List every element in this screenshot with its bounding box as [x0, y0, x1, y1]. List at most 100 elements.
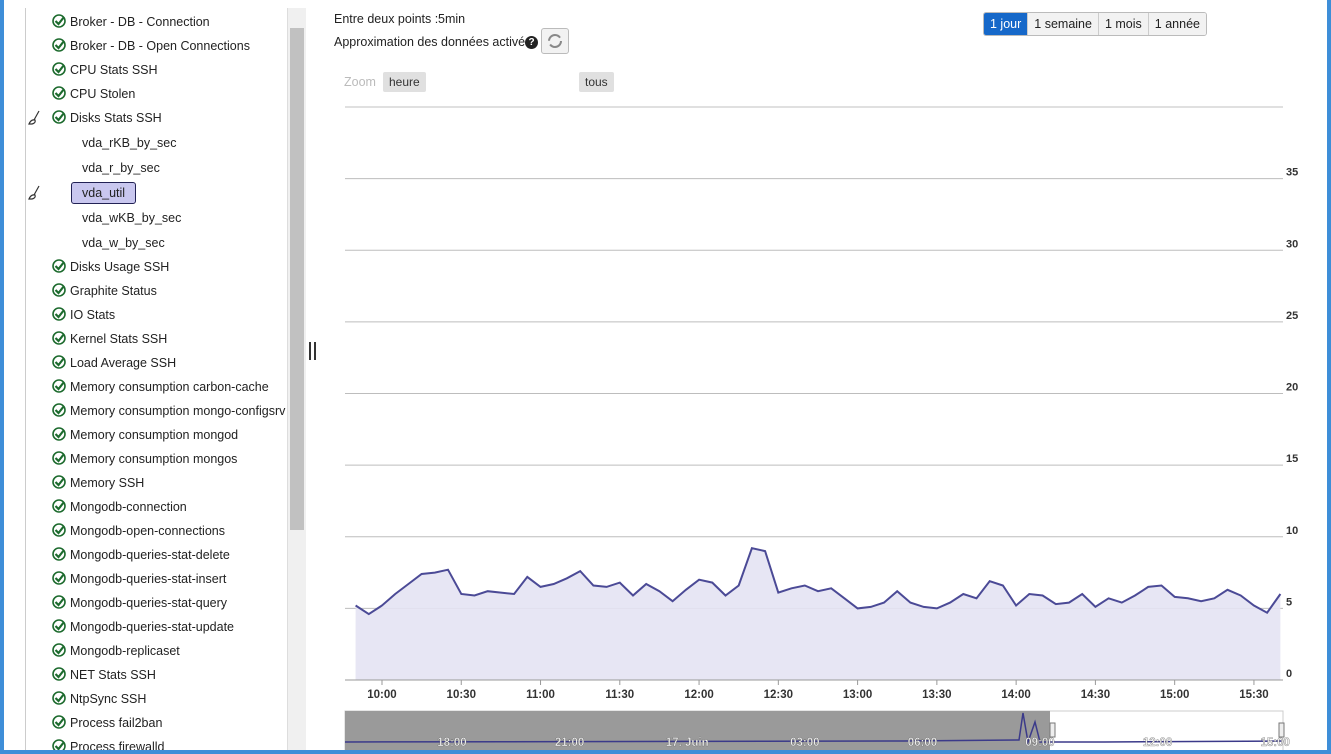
x-tick-label: 14:30	[1081, 689, 1110, 701]
x-tick-label: 12:00	[684, 689, 713, 701]
x-tick-label: 13:00	[843, 689, 872, 701]
item-label[interactable]: Mongodb-connection	[70, 500, 187, 514]
y-tick-label: 0	[1286, 668, 1292, 680]
status-icon	[52, 691, 66, 705]
item-label[interactable]: Memory consumption mongo-configsrv	[70, 404, 286, 418]
item-label[interactable]: Disks Usage SSH	[70, 260, 170, 274]
status-icon	[52, 475, 66, 489]
y-tick-label: 15	[1286, 453, 1298, 465]
range-button[interactable]: 1 mois	[1097, 13, 1148, 35]
item-label[interactable]: Disks Stats SSH	[70, 111, 162, 125]
item-label[interactable]: Graphite Status	[70, 284, 157, 298]
x-tick-label: 12:30	[764, 689, 793, 701]
status-icon	[52, 379, 66, 393]
item-label[interactable]: CPU Stats SSH	[70, 63, 158, 77]
child-label[interactable]: vda_rKB_by_sec	[82, 136, 177, 150]
help-icon[interactable]: ?	[525, 36, 538, 49]
refresh-button[interactable]	[541, 28, 569, 54]
child-label[interactable]: vda_wKB_by_sec	[82, 211, 182, 225]
status-icon	[52, 523, 66, 537]
item-label[interactable]: Memory SSH	[70, 476, 145, 490]
x-tick-label: 15:30	[1239, 689, 1268, 701]
status-icon	[52, 427, 66, 441]
item-label[interactable]: Mongodb-open-connections	[70, 524, 225, 538]
y-tick-label: 30	[1286, 238, 1298, 250]
tree: Broker - DB - Connection Broker - DB - Op…	[25, 8, 288, 750]
y-tick-label: 5	[1286, 596, 1292, 608]
navigator-label: 09:00	[1025, 737, 1054, 749]
item-label[interactable]: Load Average SSH	[70, 356, 177, 370]
line	[355, 547, 1282, 616]
area	[355, 548, 1281, 680]
status-icon	[52, 62, 66, 76]
item-label[interactable]: Memory consumption mongod	[70, 428, 239, 442]
navigator-mask	[345, 711, 1050, 750]
item-label[interactable]: Memory consumption mongos	[70, 452, 238, 466]
refresh-icon	[548, 34, 562, 48]
brush-icon[interactable]	[27, 185, 43, 201]
navigator-label: 15:00	[1260, 737, 1289, 749]
x-tick-label: 11:30	[605, 689, 634, 701]
x-tick-label: 11:00	[526, 689, 555, 701]
status-icon	[52, 619, 66, 633]
item-label[interactable]: Mongodb-queries-stat-insert	[70, 572, 227, 586]
x-tick-label: 14:00	[1001, 689, 1030, 701]
scroll-thumb[interactable]	[290, 28, 304, 530]
item-label[interactable]: Mongodb-queries-stat-update	[70, 620, 234, 634]
item-label[interactable]: CPU Stolen	[70, 87, 136, 101]
zoom-button[interactable]: tous	[579, 72, 614, 92]
child-label[interactable]: vda_r_by_sec	[82, 161, 160, 175]
status-icon	[52, 403, 66, 417]
status-icon	[52, 667, 66, 681]
child-label[interactable]: vda_util	[71, 182, 137, 204]
status-icon	[52, 283, 66, 297]
navigator	[344, 710, 1284, 750]
brush-icon[interactable]	[27, 110, 43, 126]
interval-value: 5min	[438, 12, 466, 26]
navigator-label: 03:00	[790, 737, 819, 749]
navigator-label: 18:00	[437, 737, 466, 749]
item-label[interactable]: Kernel Stats SSH	[70, 332, 168, 346]
item-label[interactable]: NET Stats SSH	[70, 668, 156, 682]
item-label[interactable]: Mongodb-queries-stat-query	[70, 596, 228, 610]
splitter[interactable]	[309, 342, 316, 360]
interval-label: Entre deux points :	[334, 12, 439, 26]
item-label[interactable]: IO Stats	[70, 308, 116, 322]
child-label[interactable]: vda_w_by_sec	[82, 236, 165, 250]
item-label[interactable]: Memory consumption carbon-cache	[70, 380, 269, 394]
status-icon	[52, 643, 66, 657]
x-tick-label: 15:00	[1160, 689, 1189, 701]
y-tick-label: 25	[1286, 310, 1298, 322]
range-button[interactable]: 1 semaine	[1027, 13, 1098, 35]
item-label[interactable]: Broker - DB - Open Connections	[70, 39, 250, 53]
zoom-label: Zoom	[344, 75, 376, 89]
zoom-button[interactable]: heure	[383, 72, 426, 92]
y-tick-label: 10	[1286, 525, 1298, 537]
navigator-handle	[1278, 722, 1285, 738]
range-button[interactable]: 1 jour	[984, 13, 1028, 35]
range-button[interactable]: 1 année	[1147, 13, 1206, 35]
status-icon	[52, 38, 66, 52]
item-label[interactable]: Process fail2ban	[70, 716, 163, 730]
status-icon	[52, 14, 66, 28]
status-icon	[52, 739, 66, 750]
x-tick-label: 13:30	[922, 689, 951, 701]
scrollbar[interactable]	[287, 8, 306, 750]
item-label[interactable]: Mongodb-queries-stat-delete	[70, 548, 230, 562]
status-icon	[52, 86, 66, 100]
item-label[interactable]: NtpSync SSH	[70, 692, 147, 706]
status-icon	[52, 499, 66, 513]
approximation: Approximation des données activée	[334, 35, 533, 49]
item-label[interactable]: Process firewalld	[70, 740, 165, 750]
item-label[interactable]: Broker - DB - Connection	[70, 15, 210, 29]
navigator-label: 12:00	[1143, 737, 1172, 749]
status-icon	[52, 715, 66, 729]
status-icon	[52, 110, 66, 124]
status-icon	[52, 451, 66, 465]
y-tick-label: 35	[1286, 167, 1298, 179]
range-buttons: 1 jour 1 semaine 1 mois 1 année	[983, 12, 1207, 36]
status-icon	[52, 595, 66, 609]
item-label[interactable]: Mongodb-replicaset	[70, 644, 180, 658]
x-tick-label: 10:30	[447, 689, 476, 701]
